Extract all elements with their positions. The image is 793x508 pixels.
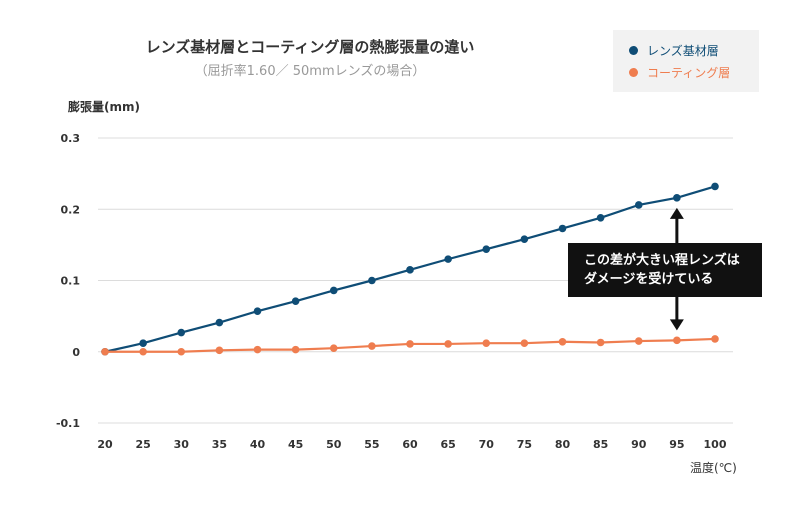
data-point	[215, 318, 224, 327]
data-point	[711, 335, 719, 343]
y-tick-label: 0.1	[61, 275, 81, 288]
series-lines	[101, 182, 719, 356]
chart-title: レンズ基材層とコーティング層の熱膨張量の違い	[145, 38, 475, 56]
x-tick-label: 75	[517, 438, 532, 451]
legend: レンズ基材層 コーティング層	[613, 30, 759, 92]
y-tick-label: 0.3	[61, 132, 81, 145]
annotation-line-2: ダメージを受けている	[584, 272, 714, 287]
x-tick-label: 70	[479, 438, 495, 451]
difference-arrows	[669, 207, 684, 331]
x-tick-label: 35	[212, 438, 227, 451]
x-tick-label: 95	[669, 438, 684, 451]
x-axis-label: 温度(℃)	[690, 461, 737, 475]
legend-item-lens-base: レンズ基材層	[629, 42, 719, 59]
data-point	[596, 214, 605, 222]
data-point	[139, 347, 147, 356]
data-point	[634, 201, 643, 209]
data-point	[253, 345, 262, 354]
data-point	[406, 266, 414, 274]
data-point	[177, 328, 186, 337]
data-point	[291, 297, 300, 305]
arrow-head-down	[669, 319, 684, 331]
x-tick-label: 50	[326, 438, 342, 451]
x-tick-label: 60	[402, 438, 418, 451]
x-tick-label: 25	[135, 438, 150, 451]
data-point	[215, 346, 224, 355]
data-point	[673, 194, 681, 202]
data-point	[634, 337, 643, 345]
x-tick-label: 80	[555, 438, 571, 451]
data-point	[482, 339, 491, 348]
data-point	[291, 345, 300, 354]
data-point	[444, 340, 452, 348]
data-point	[596, 338, 605, 347]
x-tick-label: 45	[288, 438, 303, 451]
chart-subtitle: （屈折率1.60／ 50mmレンズの場合）	[194, 64, 426, 79]
legend-marker-icon	[629, 46, 638, 55]
x-tick-label: 55	[364, 438, 379, 451]
y-tick-labels: -0.1 0 0.1 0.2 0.3	[56, 132, 80, 430]
y-tick-label: 0	[72, 346, 80, 359]
data-point	[711, 182, 719, 191]
legend-label: レンズ基材層	[647, 44, 719, 58]
arrow-head-up	[669, 207, 684, 219]
data-point	[520, 339, 529, 348]
x-tick-label: 65	[440, 438, 455, 451]
annotation-box: この差が大きい程レンズは ダメージを受けている	[568, 243, 762, 297]
data-point	[368, 342, 376, 350]
data-point	[520, 235, 529, 243]
data-point	[253, 307, 262, 315]
x-tick-label: 30	[174, 438, 190, 451]
data-point	[329, 344, 338, 352]
y-tick-label: 0.2	[61, 203, 81, 216]
legend-label: コーティング層	[647, 66, 731, 80]
data-point	[368, 276, 376, 285]
data-point	[673, 336, 681, 345]
data-point	[406, 340, 414, 348]
data-point	[329, 286, 338, 295]
data-point	[482, 245, 491, 253]
data-point	[444, 255, 452, 263]
data-point	[139, 339, 147, 348]
data-point	[101, 347, 109, 356]
y-axis-label: 膨張量(mm)	[68, 100, 140, 114]
x-tick-label: 20	[97, 438, 113, 451]
data-point	[177, 347, 186, 356]
annotation-line-1: この差が大きい程レンズは	[584, 253, 740, 268]
x-tick-label: 85	[593, 438, 608, 451]
x-tick-label: 40	[250, 438, 266, 451]
x-tick-labels: 20 25 30 35 40 45 50 55 60 65 70 75 80 85 90 95 100	[97, 438, 726, 451]
x-tick-label: 100	[704, 438, 727, 451]
legend-marker-icon	[629, 68, 638, 77]
x-tick-label: 90	[631, 438, 647, 451]
legend-item-coating: コーティング層	[629, 64, 730, 81]
data-point	[558, 224, 567, 233]
y-tick-label: -0.1	[56, 417, 80, 430]
data-point	[558, 337, 567, 346]
